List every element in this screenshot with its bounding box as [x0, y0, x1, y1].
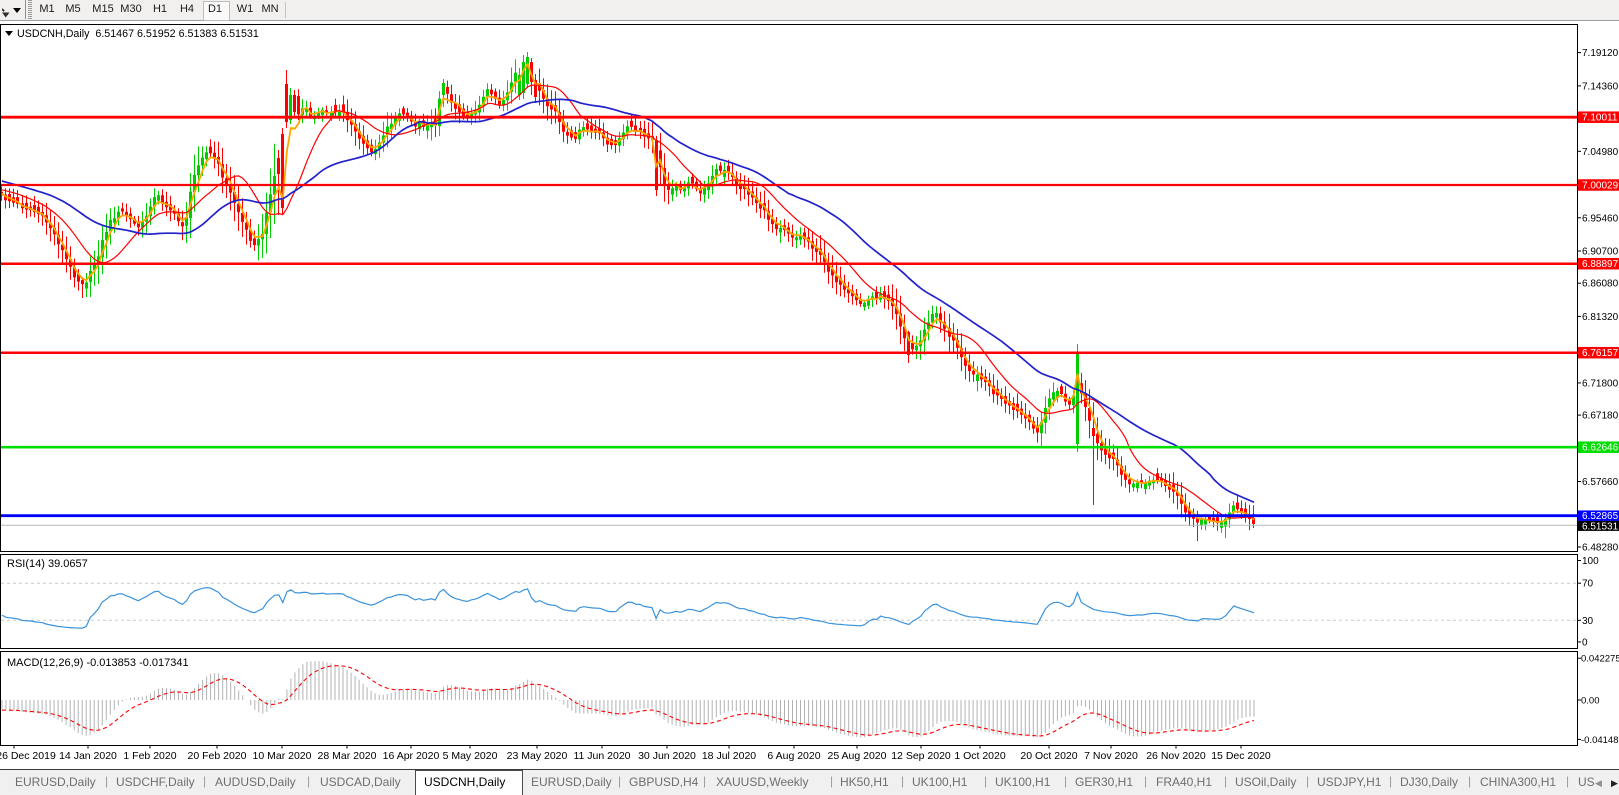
svg-text:26 Dec 2019: 26 Dec 2019 — [0, 750, 56, 762]
svg-text:7 Nov 2020: 7 Nov 2020 — [1084, 750, 1138, 762]
svg-text:6.71800: 6.71800 — [1582, 378, 1619, 389]
svg-text:70: 70 — [1582, 579, 1594, 590]
svg-text:23 May 2020: 23 May 2020 — [507, 750, 568, 762]
svg-text:6.67180: 6.67180 — [1582, 411, 1619, 422]
svg-text:20 Feb 2020: 20 Feb 2020 — [188, 750, 247, 762]
svg-text:-0.04148: -0.04148 — [1581, 735, 1619, 746]
svg-text:25 Aug 2020: 25 Aug 2020 — [828, 750, 887, 762]
svg-text:5 May 2020: 5 May 2020 — [443, 750, 498, 762]
svg-text:0: 0 — [1582, 637, 1588, 648]
svg-text:MACD(12,26,9) -0.013853 -0.017: MACD(12,26,9) -0.013853 -0.017341 — [7, 657, 189, 669]
svg-text:6.95460: 6.95460 — [1582, 213, 1619, 224]
svg-text:6.57660: 6.57660 — [1582, 477, 1619, 488]
svg-text:20 Oct 2020: 20 Oct 2020 — [1020, 750, 1077, 762]
svg-text:15 Dec 2020: 15 Dec 2020 — [1211, 750, 1271, 762]
svg-text:14 Jan 2020: 14 Jan 2020 — [59, 750, 117, 762]
svg-text:7.04980: 7.04980 — [1582, 147, 1619, 158]
svg-text:7.00029: 7.00029 — [1582, 181, 1619, 192]
svg-text:30: 30 — [1582, 616, 1594, 627]
svg-text:6.52865: 6.52865 — [1582, 511, 1619, 522]
svg-text:7.14360: 7.14360 — [1582, 81, 1619, 92]
svg-text:30 Jun 2020: 30 Jun 2020 — [638, 750, 696, 762]
svg-text:6.86080: 6.86080 — [1582, 279, 1619, 290]
svg-text:26 Nov 2020: 26 Nov 2020 — [1146, 750, 1206, 762]
svg-text:100: 100 — [1582, 556, 1599, 567]
svg-text:6.48280: 6.48280 — [1582, 543, 1619, 554]
svg-text:6.88897: 6.88897 — [1582, 259, 1619, 270]
svg-text:RSI(14) 39.0657: RSI(14) 39.0657 — [7, 558, 88, 570]
svg-text:6.81320: 6.81320 — [1582, 312, 1619, 323]
svg-text:18 Jul 2020: 18 Jul 2020 — [702, 750, 756, 762]
svg-text:6.51531: 6.51531 — [1582, 521, 1619, 532]
svg-text:12 Sep 2020: 12 Sep 2020 — [891, 750, 951, 762]
svg-text:11 Jun 2020: 11 Jun 2020 — [573, 750, 630, 762]
svg-text:7.19120: 7.19120 — [1582, 48, 1619, 59]
svg-text:16 Apr 2020: 16 Apr 2020 — [383, 750, 440, 762]
svg-text:6.90700: 6.90700 — [1582, 247, 1619, 258]
svg-text:6 Aug 2020: 6 Aug 2020 — [767, 750, 820, 762]
svg-text:6.62646: 6.62646 — [1582, 443, 1619, 454]
svg-text:0.00: 0.00 — [1581, 696, 1600, 707]
svg-text:0.042275: 0.042275 — [1581, 654, 1619, 665]
svg-text:USDCNH,Daily 6.51467 6.51952: USDCNH,Daily 6.51467 6.51952 6.51383 6.5… — [17, 28, 259, 40]
svg-text:1 Feb 2020: 1 Feb 2020 — [123, 750, 176, 762]
svg-text:10 Mar 2020: 10 Mar 2020 — [253, 750, 312, 762]
svg-text:1 Oct 2020: 1 Oct 2020 — [954, 750, 1006, 762]
svg-text:6.76157: 6.76157 — [1582, 348, 1619, 359]
svg-text:7.10011: 7.10011 — [1582, 113, 1618, 124]
svg-text:28 Mar 2020: 28 Mar 2020 — [318, 750, 377, 762]
